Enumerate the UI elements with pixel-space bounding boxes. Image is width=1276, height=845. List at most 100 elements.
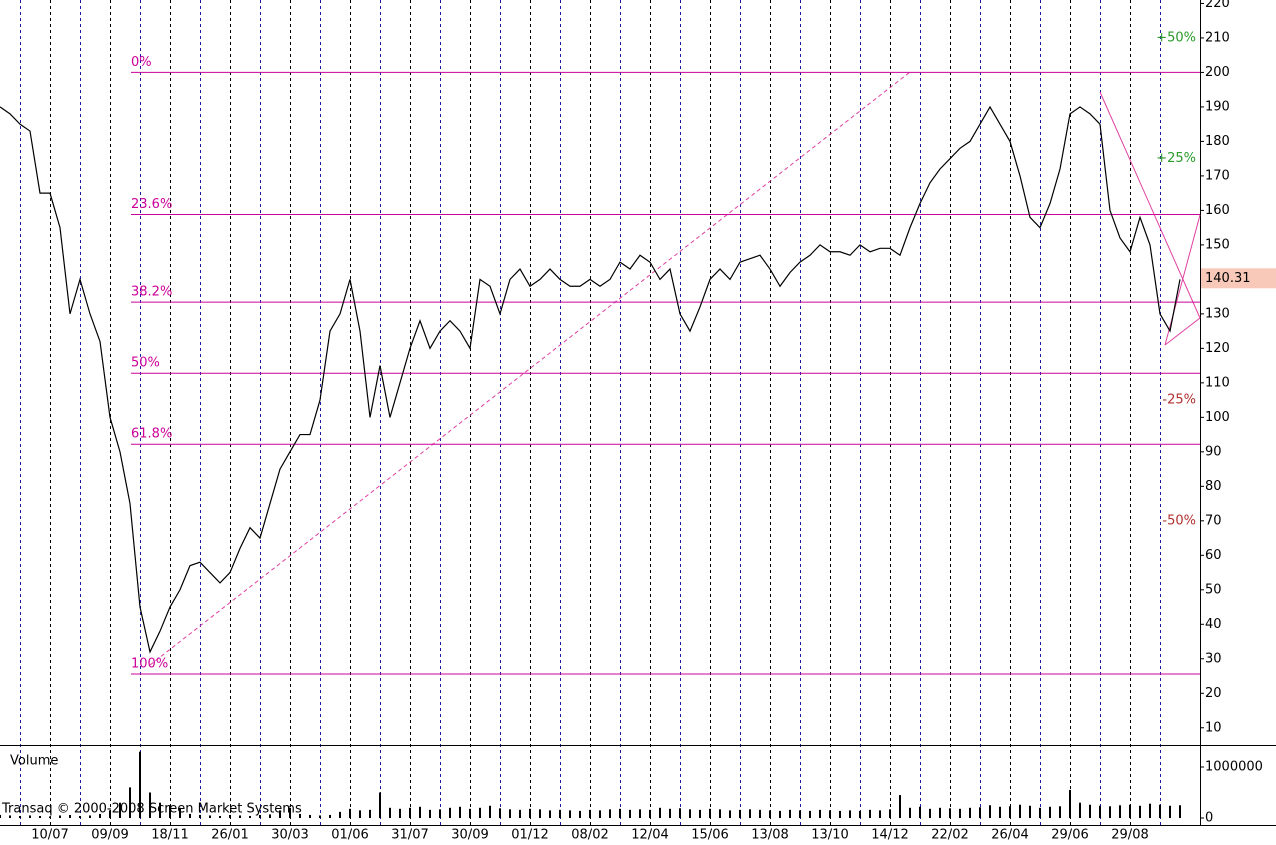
x-tick-label: 15/06 [691,828,728,843]
volume-bar [979,807,981,819]
volume-bar [359,810,361,819]
volume-bar [39,815,41,819]
volume-bar [1109,806,1111,819]
watermark: Transaq © 2000-2008 Screen Market System… [1,802,302,817]
last-price-label: 140.31 [1205,271,1251,286]
volume-bar [479,807,481,819]
volume-bar [109,810,111,819]
x-tick-label: 31/07 [391,828,428,843]
volume-bar [929,808,931,819]
volume-bar [249,815,251,819]
volume-bar [1179,805,1181,819]
y-tick-label: 150 [1205,237,1230,252]
volume-bar [539,809,541,819]
y-tick-label: 190 [1205,99,1230,114]
volume-bar [1029,805,1031,819]
volume-bar [319,815,321,819]
volume-bar [759,809,761,819]
volume-bar [509,809,511,819]
volume-bar [1129,804,1131,819]
volume-bar [419,806,421,819]
x-tick-label: 29/08 [1111,828,1148,843]
volume-bar [629,809,631,819]
y-tick-label: 100 [1205,410,1230,425]
volume-bar [189,813,191,819]
y-tick-label: 0 [1205,811,1213,826]
volume-bar [229,814,231,819]
volume-bar [449,807,451,819]
volume-bar [969,807,971,819]
volume-bar [139,751,141,819]
volume-bar [459,806,461,819]
volume-bar [739,809,741,819]
y-tick-label: 210 [1205,30,1230,45]
volume-bar [59,815,61,819]
trend-line [1164,317,1201,346]
volume-bar [1019,804,1021,819]
volume-bar [69,814,71,819]
volume-bar [559,809,561,819]
volume-bar [779,810,781,819]
volume-bar [949,808,951,819]
volume-bar [599,810,601,819]
volume-bar [309,814,311,819]
volume-bar [1099,805,1101,819]
volume-bar [1059,806,1061,819]
volume-bar [499,808,501,819]
x-tick-label: 13/08 [751,828,788,843]
volume-bar [409,807,411,819]
x-tick-label: 30/03 [271,828,308,843]
volume-bar [1049,806,1051,819]
volume-bar [149,792,151,819]
last-price-badge [1201,268,1276,289]
volume-bar [709,808,711,819]
volume-bar [579,810,581,819]
volume-bar [339,811,341,819]
volume-bar [259,814,261,819]
volume-bar [999,806,1001,819]
volume-bar [1089,804,1091,819]
volume-bar [549,810,551,819]
volume-bar [859,810,861,819]
volume-bar [399,808,401,819]
volume-bar [219,815,221,819]
volume-bar [379,792,381,819]
volume-bar [9,815,11,819]
volume-bar [899,795,901,819]
volume-bar [669,808,671,819]
volume-bar [879,810,881,819]
volume-bar [909,807,911,819]
volume-bar [329,814,331,819]
y-tick-label: 120 [1205,341,1230,356]
volume-bar [829,810,831,819]
fib-label: 100% [131,656,168,671]
x-tick-label: 01/06 [331,828,368,843]
volume-bar [609,809,611,819]
volume-bar [469,808,471,819]
volume-bar [1139,805,1141,819]
y-tick-label: 40 [1205,617,1222,632]
price-line [0,105,1181,654]
volume-bar [79,815,81,819]
volume-bar [729,810,731,819]
volume-bar [239,815,241,819]
volume-bar [839,810,841,819]
volume-bar [89,815,91,819]
fib-label: 38.2% [131,285,172,300]
volume-bar [49,816,51,819]
volume-bar [489,805,491,819]
volume-bar [1119,805,1121,819]
volume-bar [1079,802,1081,819]
volume-bar [659,807,661,819]
volume-bar [429,809,431,819]
volume-bar [919,806,921,819]
x-tick-label: 12/04 [631,828,668,843]
volume-bar [799,810,801,819]
volume-bar [679,808,681,819]
volume-bar [169,805,171,819]
x-tick-label: 01/12 [511,828,548,843]
volume-bar [129,787,131,819]
volume-bar [159,802,161,819]
volume-bar [719,809,721,819]
